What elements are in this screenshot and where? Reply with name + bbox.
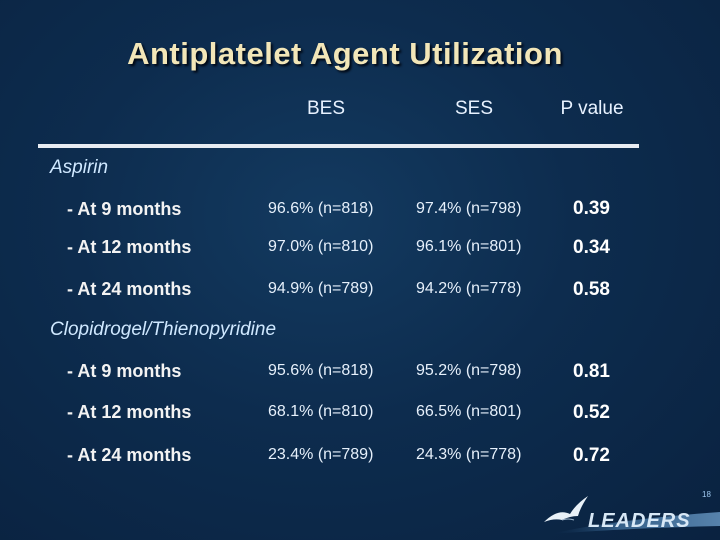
section-label-clopidrogel: Clopidrogel/Thienopyridine [50,319,277,340]
ses-cell: 66.5% (n=801) [416,403,522,420]
ses-cell: 24.3% (n=778) [416,446,522,463]
ses-cell: 97.4% (n=798) [416,200,522,217]
bes-cell: 23.4% (n=789) [268,446,374,463]
header-divider [38,144,639,148]
bes-cell: 97.0% (n=810) [268,238,374,255]
p-value-cell: 0.72 [573,445,610,466]
row-label: - At 24 months [67,279,192,299]
row-label: - At 12 months [67,237,192,257]
bes-cell: 96.6% (n=818) [268,200,374,217]
p-value-cell: 0.58 [573,279,610,300]
ses-cell: 96.1% (n=801) [416,238,522,255]
slide-title: Antiplatelet Agent Utilization [127,36,563,71]
row-label: - At 24 months [67,445,192,465]
ses-cell: 94.2% (n=778) [416,280,522,297]
row-label: - At 12 months [67,402,192,422]
section-label-aspirin: Aspirin [50,157,109,178]
row-label: - At 9 months [67,361,182,381]
page-number: 18 [702,490,711,499]
p-value-cell: 0.81 [573,361,610,382]
bes-cell: 95.6% (n=818) [268,362,374,379]
bes-cell: 94.9% (n=789) [268,280,374,297]
seagull-icon [544,496,588,522]
column-header-bes: BES [306,98,346,119]
leaders-logo [544,496,720,534]
row-label: - At 9 months [67,199,182,219]
column-header-ses: SES [454,98,494,119]
bes-cell: 68.1% (n=810) [268,403,374,420]
logo-text: LEADERS [588,510,691,532]
p-value-cell: 0.52 [573,402,610,423]
p-value-cell: 0.34 [573,237,610,258]
column-header-p-value: P value [560,98,624,119]
p-value-cell: 0.39 [573,198,610,219]
ses-cell: 95.2% (n=798) [416,362,522,379]
